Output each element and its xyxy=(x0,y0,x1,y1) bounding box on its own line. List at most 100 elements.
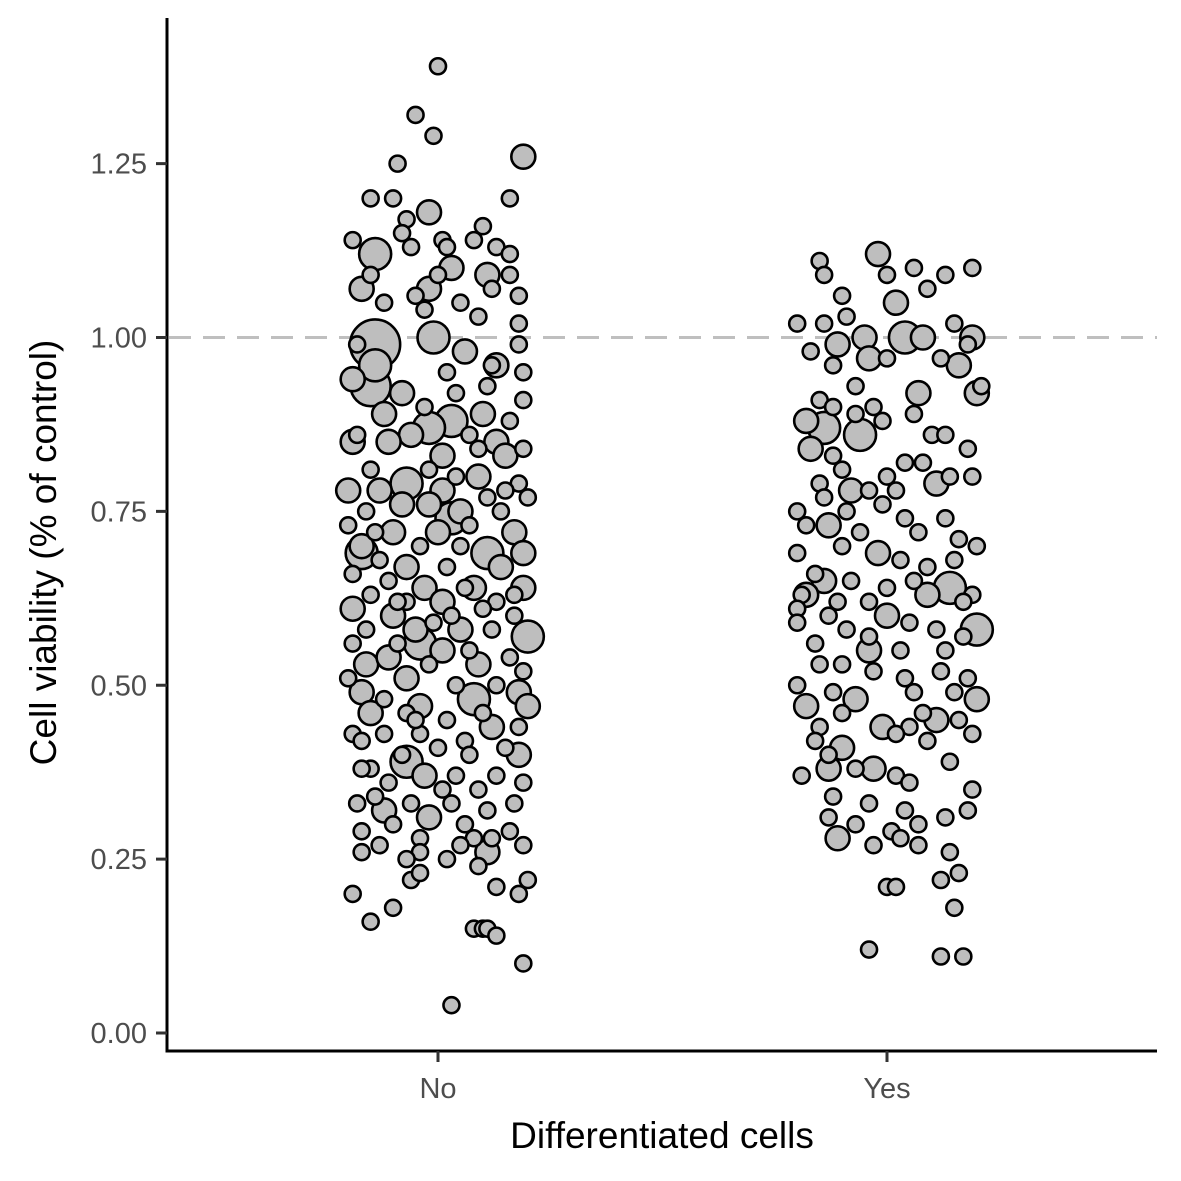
data-point-no xyxy=(469,400,497,428)
data-point-yes xyxy=(963,780,982,799)
data-point-no xyxy=(392,745,412,765)
data-point-yes xyxy=(945,352,973,379)
data-point-no xyxy=(500,244,520,264)
data-point-no xyxy=(505,606,524,626)
data-point-no xyxy=(460,425,479,445)
data-point-no xyxy=(374,689,394,709)
data-point-no xyxy=(352,731,371,751)
data-point-yes xyxy=(958,668,978,688)
y-tick-label: 0.50 xyxy=(91,670,147,702)
y-tick-label: 1.25 xyxy=(91,149,147,181)
y-axis-title: Cell viability (% of control) xyxy=(23,340,64,766)
data-point-yes xyxy=(963,467,982,486)
data-point-no xyxy=(388,491,416,518)
data-point-yes xyxy=(837,477,865,504)
data-point-no xyxy=(451,293,470,313)
data-point-no xyxy=(509,286,529,306)
data-point-yes xyxy=(900,613,919,632)
data-point-yes xyxy=(832,460,852,479)
data-point-yes xyxy=(823,397,843,417)
data-point-yes xyxy=(864,835,883,855)
data-point-yes xyxy=(824,824,851,852)
data-point-no xyxy=(514,692,542,720)
data-point-no xyxy=(339,595,366,623)
data-point-no xyxy=(500,822,520,841)
data-point-yes xyxy=(891,641,910,660)
data-point-no xyxy=(361,460,380,479)
data-point-no xyxy=(505,794,524,813)
data-point-yes xyxy=(891,828,910,848)
data-point-yes xyxy=(931,947,951,966)
data-point-no xyxy=(361,265,380,285)
data-point-no xyxy=(514,662,533,681)
data-point-yes xyxy=(819,745,838,765)
data-point-yes xyxy=(936,808,955,827)
data-point-no xyxy=(406,286,425,306)
data-point-no xyxy=(343,230,362,250)
data-point-yes xyxy=(859,481,879,500)
data-point-no xyxy=(514,362,533,382)
data-point-yes xyxy=(832,703,852,723)
data-point-yes xyxy=(918,279,937,299)
data-point-yes xyxy=(859,592,879,612)
data-point-no xyxy=(401,794,421,813)
data-point-no xyxy=(343,564,362,584)
data-point-yes xyxy=(936,425,955,445)
data-point-no xyxy=(500,265,520,285)
data-point-no xyxy=(374,724,394,744)
data-point-no xyxy=(419,460,439,479)
data-point-yes xyxy=(931,349,951,368)
data-point-no xyxy=(419,655,439,674)
data-point-no xyxy=(415,199,443,226)
data-point-no xyxy=(469,439,488,459)
data-point-yes xyxy=(823,787,843,806)
data-point-no xyxy=(388,154,407,173)
data-point-no xyxy=(500,189,520,208)
data-point-no xyxy=(437,849,457,869)
data-point-no xyxy=(442,995,461,1015)
data-point-no xyxy=(487,675,506,695)
data-point-yes xyxy=(909,815,928,834)
data-point-no xyxy=(478,376,497,396)
data-point-no xyxy=(509,314,529,333)
data-point-no xyxy=(415,491,443,518)
data-point-no xyxy=(352,842,371,862)
data-point-no xyxy=(343,634,362,653)
data-point-no xyxy=(487,926,506,945)
data-point-no xyxy=(429,442,456,470)
data-point-no xyxy=(429,637,456,664)
data-point-no xyxy=(402,616,429,643)
data-point-yes xyxy=(914,581,941,609)
data-point-no xyxy=(379,773,398,792)
data-point-no xyxy=(500,648,520,667)
data-point-yes xyxy=(823,356,843,375)
data-point-yes xyxy=(792,407,820,435)
data-point-yes xyxy=(895,509,915,528)
data-point-no xyxy=(370,550,389,570)
data-point-yes xyxy=(846,759,865,779)
data-point-no xyxy=(343,884,362,904)
data-point-no xyxy=(397,849,416,869)
data-point-no xyxy=(514,773,533,792)
y-tick-label: 0.00 xyxy=(91,1018,147,1050)
data-point-no xyxy=(415,804,443,831)
data-point-yes xyxy=(913,453,933,472)
data-point-yes xyxy=(846,404,865,424)
data-point-no xyxy=(460,745,479,765)
data-point-yes xyxy=(909,835,928,855)
data-point-no xyxy=(347,794,367,813)
data-point-no xyxy=(334,477,362,504)
y-tick-label: 0.75 xyxy=(91,496,147,528)
data-point-yes xyxy=(850,522,870,542)
data-point-yes xyxy=(945,314,964,333)
data-point-yes xyxy=(787,675,807,695)
data-point-no xyxy=(379,518,407,546)
data-point-yes xyxy=(918,557,937,577)
data-point-no xyxy=(478,488,497,507)
data-point-no xyxy=(357,236,393,272)
data-point-no xyxy=(487,553,515,581)
data-point-yes xyxy=(913,703,933,723)
data-point-no xyxy=(374,293,394,313)
data-point-yes xyxy=(877,265,897,285)
